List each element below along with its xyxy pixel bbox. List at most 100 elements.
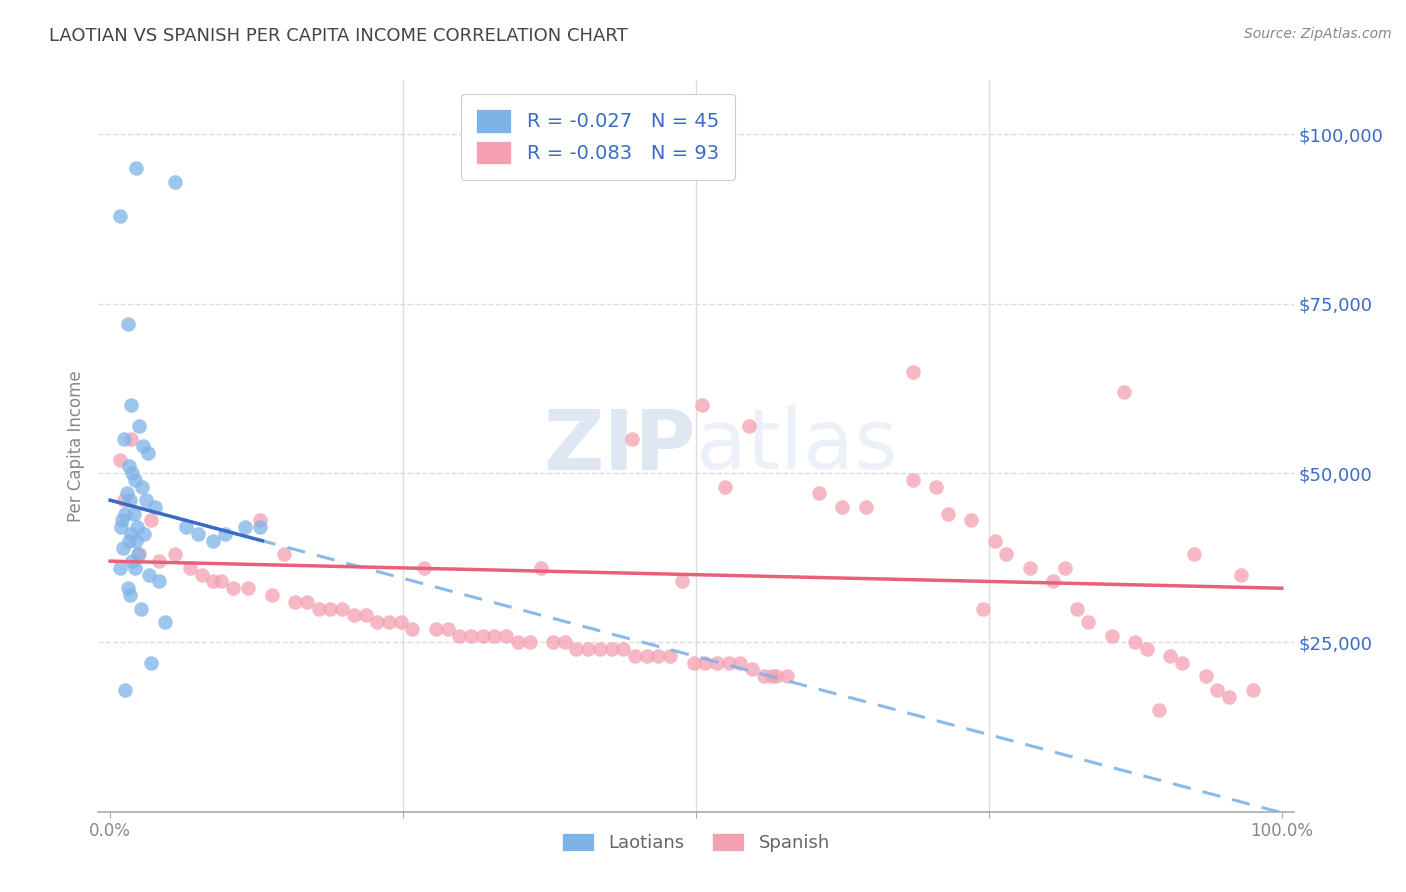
Point xyxy=(1042,574,1064,589)
Point xyxy=(141,514,163,528)
Point xyxy=(984,533,1007,548)
Point xyxy=(249,514,271,528)
Point xyxy=(576,642,599,657)
Point xyxy=(1112,384,1135,399)
Point xyxy=(1229,567,1253,582)
Point xyxy=(121,466,143,480)
Point xyxy=(620,432,643,446)
Point xyxy=(690,398,713,412)
Point xyxy=(730,656,752,670)
Legend: Laotians, Spanish: Laotians, Spanish xyxy=(553,824,839,861)
Point xyxy=(738,418,761,433)
Point xyxy=(1171,656,1194,670)
Point xyxy=(120,527,142,541)
Point xyxy=(121,554,143,568)
Point xyxy=(366,615,388,629)
Point xyxy=(179,561,201,575)
Point xyxy=(1136,642,1159,657)
Point xyxy=(901,364,924,378)
Point xyxy=(714,480,737,494)
Point xyxy=(202,574,225,589)
Point xyxy=(233,520,256,534)
Point xyxy=(135,493,157,508)
Point xyxy=(761,669,783,683)
Point xyxy=(128,547,150,561)
Point xyxy=(117,581,139,595)
Point xyxy=(936,507,959,521)
Point xyxy=(960,514,983,528)
Point xyxy=(831,500,853,514)
Point xyxy=(124,473,146,487)
Point xyxy=(136,446,159,460)
Point xyxy=(122,507,145,521)
Point xyxy=(343,608,366,623)
Point xyxy=(118,533,141,548)
Point xyxy=(1182,547,1205,561)
Point xyxy=(108,561,131,575)
Point xyxy=(118,459,141,474)
Text: ZIP: ZIP xyxy=(544,406,696,486)
Point xyxy=(1066,601,1088,615)
Point xyxy=(519,635,541,649)
Point xyxy=(115,486,138,500)
Point xyxy=(1241,682,1264,697)
Point xyxy=(436,622,458,636)
Point xyxy=(925,480,948,494)
Point xyxy=(273,547,295,561)
Point xyxy=(600,642,623,657)
Point xyxy=(565,642,588,657)
Point xyxy=(378,615,401,629)
Point xyxy=(249,520,271,534)
Point xyxy=(752,669,775,683)
Point xyxy=(112,432,135,446)
Point xyxy=(238,581,260,595)
Point xyxy=(659,648,682,663)
Point xyxy=(636,648,658,663)
Point xyxy=(202,533,225,548)
Point xyxy=(108,209,131,223)
Point xyxy=(741,663,763,677)
Point xyxy=(995,547,1018,561)
Point xyxy=(1218,690,1240,704)
Text: Source: ZipAtlas.com: Source: ZipAtlas.com xyxy=(1244,27,1392,41)
Point xyxy=(295,595,318,609)
Point xyxy=(148,574,170,589)
Point xyxy=(108,452,131,467)
Point xyxy=(554,635,576,649)
Point xyxy=(449,629,471,643)
Text: atlas: atlas xyxy=(696,406,897,486)
Point xyxy=(717,656,740,670)
Point xyxy=(695,656,717,670)
Point xyxy=(425,622,447,636)
Point xyxy=(163,547,186,561)
Point xyxy=(112,541,135,555)
Point xyxy=(612,642,634,657)
Point xyxy=(354,608,377,623)
Point xyxy=(117,317,139,331)
Point xyxy=(471,629,494,643)
Point xyxy=(1195,669,1218,683)
Point xyxy=(308,601,330,615)
Point xyxy=(765,669,787,683)
Point xyxy=(1054,561,1077,575)
Text: LAOTIAN VS SPANISH PER CAPITA INCOME CORRELATION CHART: LAOTIAN VS SPANISH PER CAPITA INCOME COR… xyxy=(49,27,628,45)
Point xyxy=(901,473,924,487)
Point xyxy=(389,615,412,629)
Point xyxy=(589,642,612,657)
Point xyxy=(120,398,142,412)
Point xyxy=(125,533,148,548)
Point xyxy=(214,527,236,541)
Point xyxy=(132,439,155,453)
Point xyxy=(624,648,647,663)
Point xyxy=(155,615,177,629)
Point xyxy=(284,595,307,609)
Y-axis label: Per Capita Income: Per Capita Income xyxy=(66,370,84,522)
Point xyxy=(131,480,153,494)
Point xyxy=(120,432,142,446)
Point xyxy=(1125,635,1147,649)
Point xyxy=(484,629,506,643)
Point xyxy=(110,520,132,534)
Point xyxy=(972,601,994,615)
Point xyxy=(112,493,135,508)
Point xyxy=(1147,703,1170,717)
